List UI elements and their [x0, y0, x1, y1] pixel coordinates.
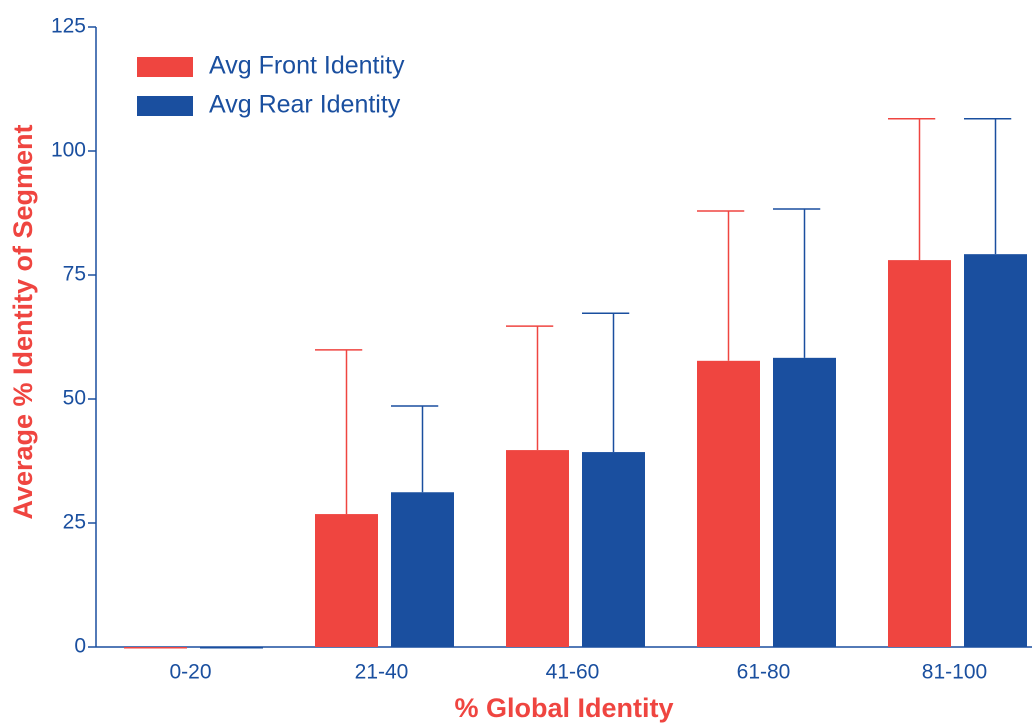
x-tick-label: 21-40 [355, 661, 409, 684]
bar [582, 452, 645, 647]
y-tick-label: 125 [51, 15, 86, 38]
bar [964, 254, 1027, 647]
legend-swatch [137, 96, 193, 116]
x-tick-label: 81-100 [922, 661, 987, 684]
bar [506, 450, 569, 647]
y-tick-label: 50 [63, 387, 86, 410]
y-tick-label: 0 [74, 635, 86, 658]
x-axis-title: % Global Identity [454, 693, 673, 723]
y-tick-label: 75 [63, 263, 86, 286]
bar [391, 492, 454, 647]
y-tick-label: 100 [51, 139, 86, 162]
bar [200, 647, 263, 649]
bar [124, 647, 187, 649]
bar [888, 260, 951, 647]
bar [773, 357, 836, 647]
legend-label: Avg Front Identity [209, 52, 405, 80]
bar [697, 360, 760, 647]
x-tick-label: 0-20 [169, 661, 211, 684]
legend-swatch [137, 57, 193, 77]
x-tick-label: 41-60 [546, 661, 600, 684]
x-tick-label: 61-80 [737, 661, 791, 684]
bar [315, 514, 378, 647]
y-tick-label: 25 [63, 511, 86, 534]
y-axis-title: Average % Identity of Segment [8, 124, 38, 519]
legend-label: Avg Rear Identity [209, 91, 401, 119]
